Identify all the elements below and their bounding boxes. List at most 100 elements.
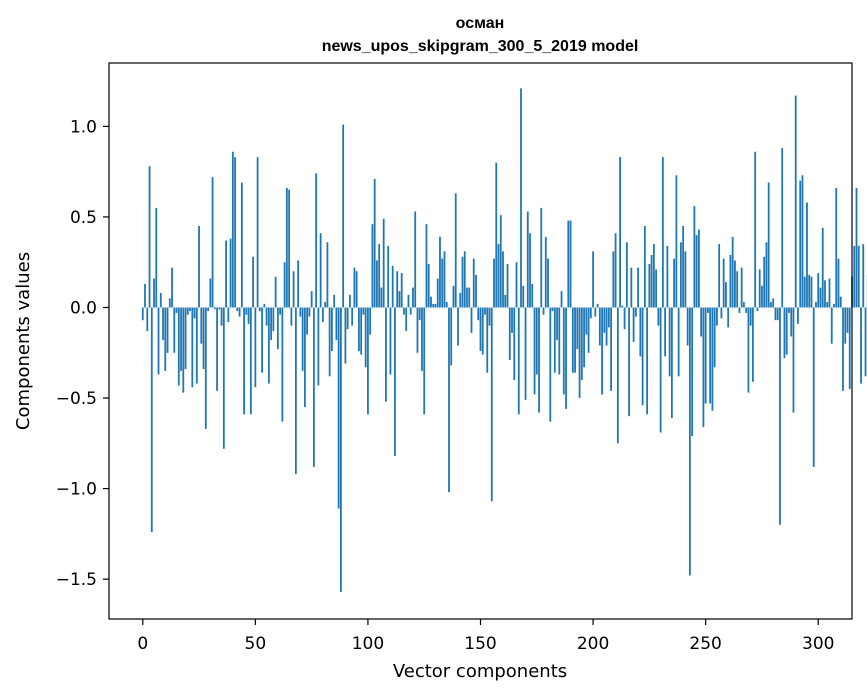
bar-142 [461,256,464,308]
bar-250 [704,307,707,404]
bar-222 [641,307,644,406]
bar-109 [387,245,390,308]
bar-108 [385,307,387,402]
bar-10 [164,307,167,371]
y-tick-label: −1.5 [56,570,97,590]
bar-17 [180,307,182,371]
bar-151 [481,307,484,355]
bar-101 [369,307,372,335]
bar-229 [657,307,660,326]
bar-211 [616,307,619,444]
bar-285 [783,307,786,359]
bar-152 [484,307,486,315]
bar-186 [560,291,563,308]
bar-236 [673,258,676,308]
bar-261 [729,254,732,308]
bar-305 [828,278,831,308]
bar-289 [792,307,795,413]
bar-4 [150,307,153,533]
bar-241 [684,251,687,308]
bars [141,88,867,592]
bar-224 [646,307,649,415]
bar-86 [335,307,338,341]
bar-24 [195,307,198,384]
x-tick-label: 150 [464,634,496,654]
bar-228 [655,269,658,308]
bar-20 [186,307,189,315]
bar-123 [418,307,421,321]
bar-130 [434,303,437,308]
bar-72 [303,307,306,408]
bar-309 [837,258,840,308]
bar-295 [806,202,808,308]
y-tick-label: 0.5 [70,208,97,228]
bar-1 [144,283,146,308]
bar-125 [423,307,426,415]
x-axis: 0 50 100 150 200 250 300 [137,619,834,654]
bar-235 [670,307,673,418]
bar-146 [470,307,473,333]
bar-42 [236,307,239,312]
bar-155 [490,307,493,502]
bar-195 [580,307,583,380]
bar-273 [756,307,759,312]
bar-292 [799,180,802,308]
bar-177 [540,207,543,308]
bar-219 [634,307,637,317]
bar-179 [544,236,547,308]
bar-168 [520,88,522,308]
bar-113 [396,271,399,308]
bar-267 [743,302,745,308]
bar-210 [614,233,617,308]
bar-184 [556,307,558,341]
bar-171 [526,211,529,308]
x-axis-label: Vector components [393,661,567,682]
bar-217 [630,267,633,308]
bar-248 [700,307,703,337]
bar-99 [364,307,367,368]
bar-74 [308,307,311,317]
bar-260 [727,307,730,328]
bar-137 [450,307,453,366]
bar-147 [472,258,475,308]
bar-78 [317,307,320,386]
bar-150 [479,307,482,351]
bar-156 [493,258,495,308]
bar-16 [177,307,180,386]
bar-68 [294,307,297,475]
bar-14 [173,307,176,353]
bar-216 [628,307,630,417]
bar-128 [430,296,432,308]
bar-96 [358,307,360,351]
bar-3 [148,166,151,308]
bar-258 [722,258,725,308]
bar-297 [810,276,813,308]
bar-21 [189,307,191,312]
bar-173 [531,283,534,308]
bar-317 [855,187,858,308]
bar-321 [864,307,867,377]
bar-254 [713,307,716,368]
bar-90 [344,307,347,364]
bar-314 [848,307,851,389]
bar-15 [175,307,178,313]
bar-63 [283,262,286,308]
bar-54 [263,303,266,308]
bar-75 [310,291,313,308]
bar-190 [569,220,572,308]
bar-120 [412,287,414,308]
bar-46 [245,307,248,315]
bar-100 [367,307,369,415]
bar-244 [691,307,694,437]
bar-39 [229,238,232,308]
bar-126 [425,224,428,308]
bar-91 [346,307,349,330]
bar-129 [432,303,435,308]
bar-43 [238,307,241,317]
bar-227 [652,244,655,308]
bar-231 [661,157,664,308]
bar-13 [171,267,173,308]
bar-259 [725,282,727,308]
x-tick-label: 200 [577,634,609,654]
bar-139 [454,193,457,308]
